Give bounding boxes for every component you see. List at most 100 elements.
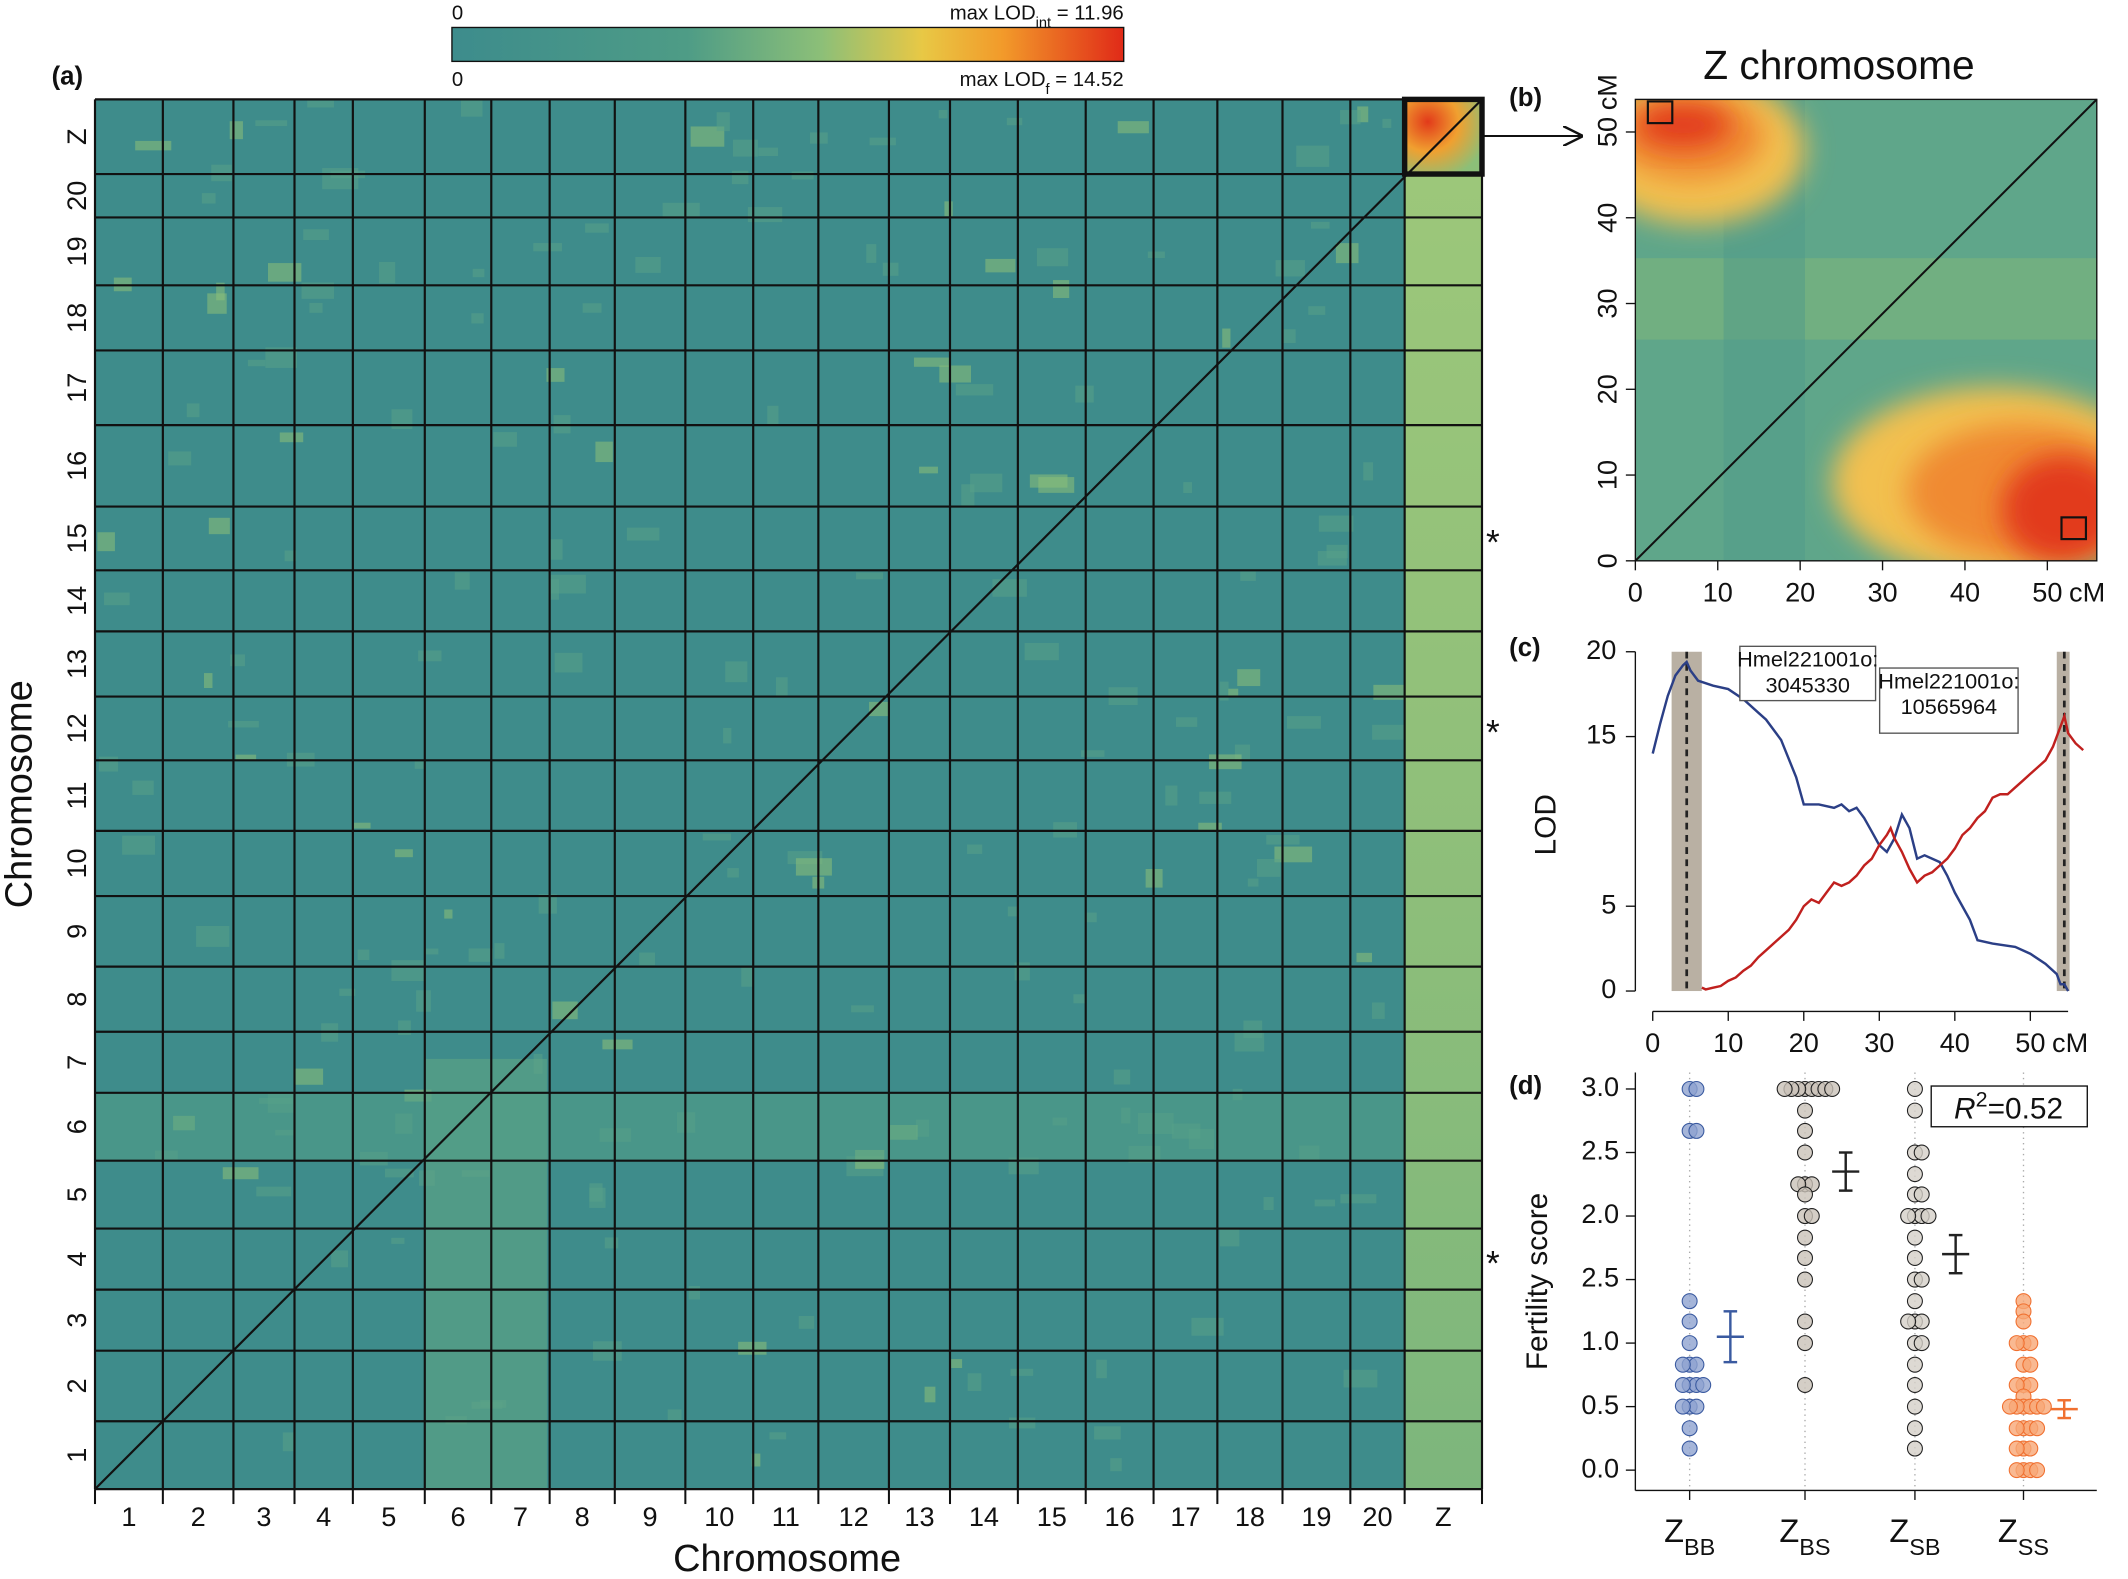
heatmap-texture <box>1117 121 1149 134</box>
marker-interval <box>2056 651 2070 992</box>
x-tick-label-part: BB <box>1684 1534 1715 1560</box>
heatmap-texture <box>379 261 396 284</box>
heatmap-texture <box>913 357 951 367</box>
colorbar-max-label-part: max LOD <box>960 69 1046 91</box>
y-tick-label: 0.0 <box>1581 1452 1619 1483</box>
heatmap-texture <box>416 990 431 1012</box>
heatmap-texture <box>235 754 257 761</box>
heatmap-hotspot <box>1635 103 1731 147</box>
data-point <box>2022 1440 2039 1457</box>
data-point <box>1906 1080 1923 1097</box>
marker-label-box <box>1739 645 1877 702</box>
data-point <box>1906 1166 1923 1183</box>
heatmap-texture <box>938 109 948 119</box>
x-tick-label-part: SB <box>1909 1534 1940 1560</box>
plot-frame <box>1634 98 2098 562</box>
heatmap-texture <box>1147 251 1165 259</box>
heatmap-texture <box>1219 681 1229 701</box>
data-point <box>1796 1335 1814 1352</box>
heatmap-texture <box>1036 248 1069 267</box>
heatmap-texture <box>135 140 172 151</box>
heatmap-texture <box>208 517 230 535</box>
x-tick-label: Z <box>1435 1501 1452 1532</box>
data-point <box>1674 1377 1691 1394</box>
heatmap-texture <box>1199 791 1232 804</box>
x-tick-label: 40 <box>1950 577 1980 608</box>
heatmap-texture <box>552 1001 578 1020</box>
heatmap-texture <box>279 432 304 443</box>
y-tick-label: 7 <box>61 1055 92 1070</box>
data-point <box>1681 1313 1698 1330</box>
heatmap-light-row <box>95 1092 1405 1161</box>
heatmap-texture <box>538 894 557 914</box>
x-tick-label: 16 <box>1105 1501 1135 1532</box>
data-point <box>1913 1186 1930 1203</box>
colorbar-max-label-part: int <box>1036 15 1051 31</box>
heatmap-texture <box>985 258 1016 273</box>
data-point <box>1906 1249 1923 1266</box>
panel-label: (d) <box>1509 1072 1542 1100</box>
data-point <box>2022 1335 2039 1352</box>
heatmap-texture <box>582 303 602 313</box>
heatmap-texture <box>256 1186 292 1197</box>
heatmap-texture <box>97 532 115 552</box>
heatmap-texture <box>1343 1369 1378 1388</box>
marker-label: 10565964 <box>1901 694 1998 719</box>
data-point <box>1681 1335 1698 1352</box>
x-tick-label: 4 <box>316 1501 331 1532</box>
y-tick-label: 4 <box>61 1252 92 1267</box>
heatmap-texture <box>1052 280 1070 298</box>
heatmap-texture <box>309 302 323 313</box>
data-point <box>1824 1080 1841 1097</box>
heatmap-texture <box>869 701 889 717</box>
heatmap-texture <box>394 849 413 858</box>
heatmap-texture <box>1310 221 1330 229</box>
heatmap-texture <box>391 1237 405 1244</box>
data-point <box>1920 1208 1937 1225</box>
y-tick-label: 17 <box>61 373 92 403</box>
x-tick-label-part: SS <box>2018 1534 2049 1560</box>
panel-label: (c) <box>1509 634 1541 662</box>
y-unit: cM <box>1591 74 1622 110</box>
data-point <box>1796 1102 1814 1119</box>
heatmap-texture <box>866 244 877 263</box>
heatmap-texture <box>493 432 517 447</box>
colorbar-max-label-part: = 11.96 <box>1051 2 1124 24</box>
heatmap-texture <box>339 988 356 996</box>
heatmap-texture <box>98 756 119 772</box>
y-tick-label: 13 <box>61 649 92 679</box>
y-tick-label: 15 <box>1586 719 1616 750</box>
annotation: * <box>1486 524 1500 563</box>
x-tick-label-part: Z <box>1998 1513 2018 1549</box>
heatmap-texture <box>951 1359 963 1369</box>
heatmap-texture <box>472 268 485 278</box>
colorbar-max-label: max LODint = 11.96 <box>950 2 1124 31</box>
y-tick-label: 20 <box>1586 634 1616 665</box>
heatmap-texture <box>667 1409 682 1422</box>
heatmap-texture <box>201 193 216 204</box>
heatmap-texture <box>460 99 483 117</box>
heatmap-texture <box>1363 462 1374 481</box>
heatmap-texture <box>353 822 371 829</box>
heatmap-texture <box>1010 1368 1034 1376</box>
annotation: * <box>1486 714 1500 753</box>
heatmap-texture <box>548 574 586 594</box>
y-tick-label: 19 <box>61 236 92 266</box>
heatmap-texture <box>690 126 725 147</box>
data-point <box>1913 1271 1930 1288</box>
heatmap-texture <box>1096 1359 1107 1379</box>
x-tick-label: 10 <box>704 1501 734 1532</box>
heatmap-texture <box>203 673 213 689</box>
heatmap-texture <box>716 112 730 132</box>
heatmap-texture <box>1317 551 1347 566</box>
data-point <box>1796 1271 1814 1288</box>
y-tick-label: 20 <box>1591 374 1622 404</box>
heatmap-texture <box>769 1432 787 1440</box>
data-point <box>1900 1313 1917 1330</box>
heatmap-texture <box>1191 1317 1224 1336</box>
heatmap-texture <box>1357 106 1369 123</box>
marker-label-box <box>1878 667 2019 734</box>
x-tick-label-part: Z <box>1664 1513 1684 1549</box>
annotation: * <box>1486 1244 1500 1283</box>
